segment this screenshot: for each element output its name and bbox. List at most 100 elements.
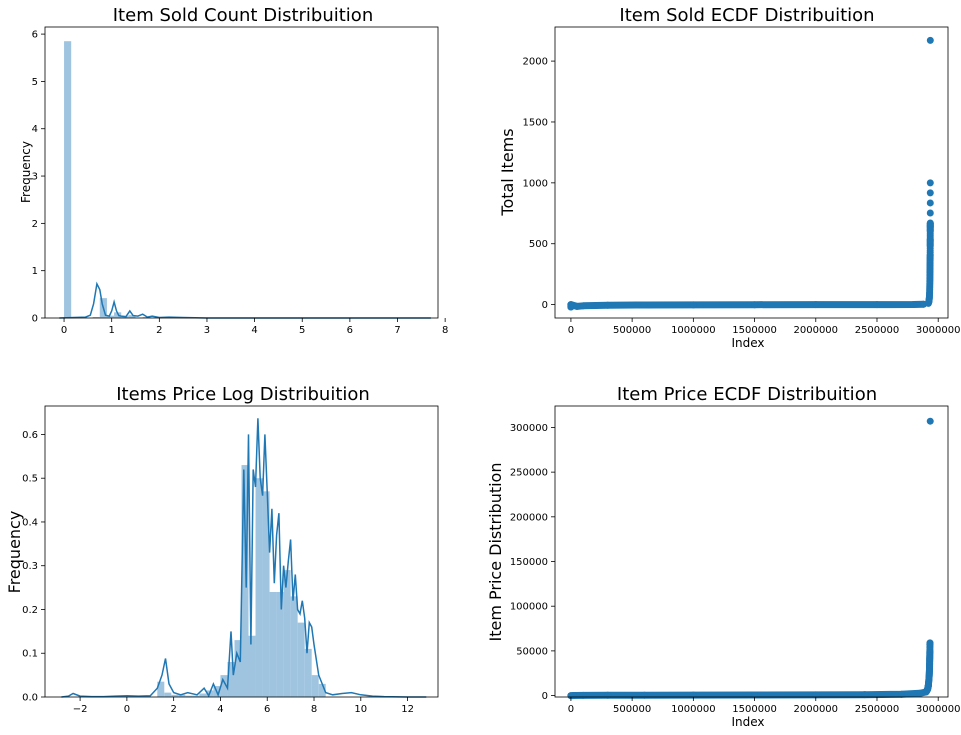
y-tick-label: 2000 — [523, 57, 548, 68]
y-tick-label: 0 — [32, 314, 38, 325]
axes-frame — [554, 26, 949, 319]
chart-title: Item Sold ECDF Distribuition — [619, 5, 874, 26]
histogram-bar — [290, 596, 298, 697]
chart-title: Item Price ECDF Distribuition — [617, 384, 877, 405]
scatter-point — [926, 639, 934, 647]
scatter-point — [861, 691, 869, 699]
y-tick-label: 250000 — [510, 468, 548, 479]
y-tick-label: 3 — [32, 172, 38, 183]
histogram-bar — [304, 648, 312, 697]
histogram-bar — [262, 491, 270, 697]
x-tick-label: 500000 — [613, 704, 651, 715]
plot-area — [61, 418, 427, 698]
x-tick-label: 6 — [347, 325, 353, 336]
y-tick-label: 0.0 — [22, 693, 38, 704]
scatter-point — [573, 302, 581, 310]
x-tick-label: 1000000 — [671, 704, 716, 715]
histogram-bar — [106, 315, 115, 318]
scatter-point — [926, 179, 934, 187]
y-axis-label: Item Price Distribution — [486, 463, 505, 642]
scatter-point — [640, 301, 648, 309]
scatter-point — [926, 209, 934, 217]
plot-area — [59, 41, 431, 319]
x-tick-label: 0 — [568, 325, 574, 336]
y-tick-label: 1500 — [523, 117, 548, 128]
x-tick-label: −2 — [73, 704, 88, 715]
scatter-band — [567, 300, 927, 311]
y-tick-label: 0.2 — [22, 605, 38, 616]
chart-title: Item Sold Count Distribuition — [113, 5, 373, 26]
histogram-bar — [276, 591, 284, 697]
histogram-bar — [311, 675, 319, 697]
y-tick-label: 50000 — [516, 646, 548, 657]
histogram-bar — [157, 681, 165, 697]
x-tick-label: 1500000 — [732, 704, 777, 715]
y-tick-label: 100000 — [510, 602, 548, 613]
histogram-bar — [220, 675, 228, 697]
x-tick-label: 7 — [394, 325, 400, 336]
scatter-point — [916, 689, 924, 697]
y-axis-label: Frequency — [19, 141, 33, 203]
x-axis: 0 500000 1000000 1500000 2000000 2500000 30000… — [568, 697, 960, 715]
histogram-bar — [269, 591, 277, 697]
x-tick-label: 1500000 — [732, 325, 777, 336]
histogram-bar — [241, 465, 249, 697]
histogram-bar — [92, 317, 100, 318]
histogram-bar — [171, 694, 179, 697]
histogram-bar — [234, 640, 242, 697]
scatter-point — [567, 301, 575, 309]
histogram-bar — [227, 661, 235, 697]
x-tick-label: 1 — [109, 325, 115, 336]
y-axis: 0 50000 100000 150000 200000 250000 300000 — [510, 423, 555, 702]
histogram-bar — [64, 41, 72, 318]
scatter-point — [579, 302, 587, 310]
scatter-point — [604, 691, 612, 699]
x-tick-label: 0 — [61, 325, 67, 336]
x-tick-label: 2500000 — [855, 325, 900, 336]
y-tick-label: 1 — [32, 266, 38, 277]
axes-frame — [554, 405, 949, 698]
scatter-point — [926, 199, 934, 207]
y-axis-label: Frequency — [5, 511, 24, 594]
histogram-bar — [255, 478, 263, 697]
x-tick-label: 500000 — [613, 325, 651, 336]
y-tick-label: 0 — [542, 300, 548, 311]
x-tick-label: 2500000 — [855, 704, 900, 715]
y-tick-label: 5 — [32, 77, 38, 88]
y-tick-label: 300000 — [510, 423, 548, 434]
x-axis: 0 1 2 3 4 5 6 7 8 — [61, 318, 448, 336]
x-axis-label: Index — [731, 336, 764, 350]
x-tick-label: 2 — [170, 704, 176, 715]
scatter-point — [910, 300, 918, 308]
histogram-bar — [283, 570, 291, 697]
y-axis-label: Total Items — [498, 128, 517, 216]
y-axis: 0.0 0.1 0.2 0.3 0.4 0.5 0.6 — [22, 430, 45, 704]
x-tick-label: 12 — [401, 704, 414, 715]
scatter-point — [926, 189, 934, 197]
histogram-bar — [192, 695, 200, 697]
x-tick-label: 1000000 — [671, 325, 716, 336]
histogram-bar — [297, 622, 305, 697]
scatter-point — [873, 301, 881, 309]
y-axis: 0 1 2 3 4 5 6 — [32, 30, 45, 325]
x-tick-label: 0 — [124, 704, 130, 715]
scatter-point — [926, 220, 934, 228]
scatter-point — [604, 301, 612, 309]
scatter-point — [751, 301, 759, 309]
panel-item-price-ecdf: Item Price ECDF Distribuition 0 500000 100… — [486, 384, 960, 729]
axes-frame — [44, 405, 439, 698]
x-axis: −2 0 2 4 6 8 10 12 — [73, 697, 414, 715]
x-tick-label: 6 — [264, 704, 270, 715]
histogram-bar — [199, 693, 207, 697]
x-tick-label: 2000000 — [794, 325, 839, 336]
histogram-bar — [178, 694, 186, 697]
x-tick-label: 3000000 — [916, 325, 961, 336]
y-tick-label: 0.1 — [22, 649, 38, 660]
scatter-point — [812, 301, 820, 309]
histogram-bar — [248, 635, 256, 697]
scatter-point — [897, 690, 905, 698]
x-tick-label: 8 — [442, 325, 448, 336]
y-tick-label: 2 — [32, 219, 38, 230]
y-tick-label: 4 — [32, 124, 38, 135]
